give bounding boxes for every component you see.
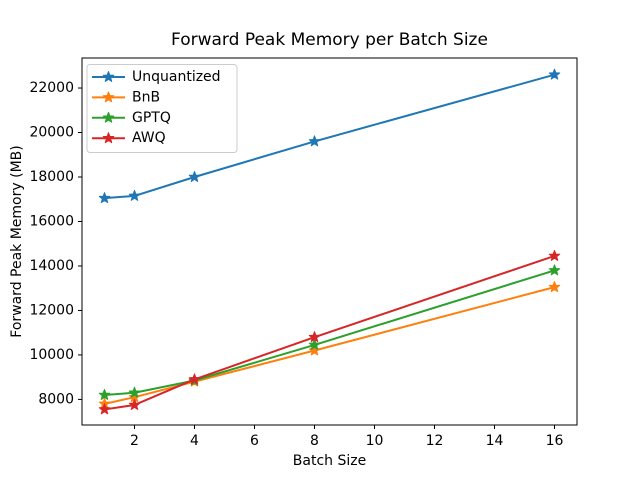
x-tick-label: 6 bbox=[250, 433, 259, 449]
data-point-marker-awq bbox=[128, 398, 141, 410]
legend-marker-gptq bbox=[102, 111, 115, 123]
data-point-marker-gptq bbox=[548, 264, 561, 276]
y-axis-label: Forward Peak Memory (MB) bbox=[9, 145, 25, 337]
x-tick-label: 2 bbox=[130, 433, 139, 449]
plot-area: 2 4 6 8 10 12 14 16 8000 10000 12000 14000 16000 1800… bbox=[29, 57, 578, 449]
series-line-awq bbox=[103, 254, 556, 411]
x-tick-label: 12 bbox=[426, 433, 444, 449]
legend-label-gptq: GPTQ bbox=[132, 110, 171, 126]
legend-label-unquantized: Unquantized bbox=[132, 69, 221, 85]
legend-box bbox=[86, 64, 238, 153]
data-point-marker-unquantized bbox=[548, 68, 561, 80]
data-point-marker-unquantized bbox=[128, 189, 141, 201]
data-point-marker-bnb bbox=[308, 344, 321, 356]
x-axis-label: Batch Size bbox=[293, 453, 366, 469]
x-tick-label: 8 bbox=[310, 433, 319, 449]
y-tick-label: 8000 bbox=[38, 391, 74, 407]
data-point-marker-unquantized bbox=[188, 171, 201, 182]
legend-marker-unquantized bbox=[102, 71, 115, 82]
data-point-marker-awq bbox=[548, 249, 561, 261]
data-point-marker-gptq bbox=[308, 338, 321, 350]
data-point-marker-bnb bbox=[548, 281, 561, 293]
legend-marker-bnb bbox=[102, 91, 115, 103]
x-tick-label: 4 bbox=[190, 433, 199, 449]
series-group bbox=[98, 68, 561, 415]
y-tick-label: 12000 bbox=[29, 302, 74, 318]
data-point-marker-awq bbox=[308, 331, 321, 343]
series-line-bnb bbox=[103, 286, 556, 405]
legend: Unquantized BnB GPTQ AWQ bbox=[86, 64, 238, 153]
data-point-marker-awq bbox=[98, 403, 111, 415]
y-tick-label: 18000 bbox=[29, 169, 74, 185]
data-point-marker-unquantized bbox=[98, 192, 111, 204]
x-tick-label: 16 bbox=[546, 433, 564, 449]
data-point-marker-unquantized bbox=[308, 135, 321, 147]
data-point-marker-gptq bbox=[128, 386, 141, 398]
legend-label-bnb: BnB bbox=[132, 89, 160, 105]
plot-border bbox=[81, 57, 578, 426]
data-point-marker-gptq bbox=[98, 388, 111, 400]
y-tick-label: 16000 bbox=[29, 213, 74, 229]
x-tick-label: 14 bbox=[486, 433, 504, 449]
y-tick-label: 20000 bbox=[29, 125, 74, 141]
y-tick-label: 22000 bbox=[29, 80, 74, 96]
x-tick-label: 10 bbox=[366, 433, 384, 449]
legend-label-awq: AWQ bbox=[132, 130, 166, 146]
legend-marker-awq bbox=[102, 132, 115, 144]
chart-title: Forward Peak Memory per Batch Size bbox=[171, 30, 488, 50]
y-tick-label: 14000 bbox=[29, 258, 74, 274]
data-point-marker-awq bbox=[188, 373, 201, 385]
y-tick-label: 10000 bbox=[29, 347, 74, 363]
